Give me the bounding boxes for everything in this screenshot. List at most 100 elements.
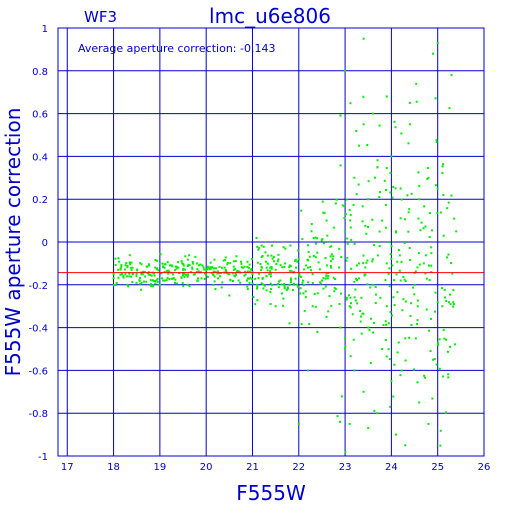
data-point xyxy=(355,129,358,132)
data-point xyxy=(141,273,144,276)
data-point xyxy=(304,264,307,267)
data-point xyxy=(121,273,124,276)
data-point xyxy=(153,274,156,277)
data-point xyxy=(390,155,393,158)
data-point xyxy=(409,315,412,318)
data-point xyxy=(442,163,445,166)
data-point xyxy=(451,272,454,275)
data-point xyxy=(399,217,402,220)
data-point xyxy=(402,298,405,301)
data-point xyxy=(378,196,381,199)
data-point xyxy=(265,266,268,269)
data-point xyxy=(339,326,342,329)
data-point xyxy=(130,266,133,269)
data-point xyxy=(277,286,280,289)
data-point xyxy=(417,217,420,220)
x-tick-labels: 17 18 19 20 21 22 23 24 25 26 xyxy=(61,462,490,473)
data-point xyxy=(418,401,421,404)
data-point xyxy=(212,283,215,286)
data-point xyxy=(349,296,352,299)
data-point xyxy=(442,328,445,331)
data-point xyxy=(425,308,428,311)
data-point xyxy=(349,219,352,222)
data-point xyxy=(373,244,376,247)
data-point xyxy=(410,302,413,305)
data-point xyxy=(216,272,219,275)
data-point xyxy=(426,167,429,170)
data-point xyxy=(210,267,213,270)
data-point xyxy=(344,69,347,72)
data-point xyxy=(403,242,406,245)
data-point xyxy=(174,281,177,284)
data-point xyxy=(353,242,356,245)
data-point xyxy=(276,260,279,263)
data-point xyxy=(126,275,129,278)
data-point xyxy=(266,254,269,257)
data-point xyxy=(211,272,214,275)
data-point xyxy=(161,277,164,280)
data-point xyxy=(400,369,403,372)
data-point xyxy=(400,198,403,201)
data-point xyxy=(261,283,264,286)
data-point xyxy=(361,312,364,315)
data-point xyxy=(289,281,292,284)
data-point xyxy=(407,211,410,214)
data-point xyxy=(334,288,337,291)
data-point xyxy=(260,265,263,268)
data-point xyxy=(395,273,398,276)
data-point xyxy=(213,280,216,283)
data-point xyxy=(301,281,304,284)
data-point xyxy=(269,275,272,278)
data-point xyxy=(367,180,370,183)
x-tick-label: 21 xyxy=(246,462,259,473)
data-point xyxy=(396,291,399,294)
data-point xyxy=(350,267,353,270)
data-point xyxy=(190,270,193,273)
data-point xyxy=(152,280,155,283)
y-tick-label: -1 xyxy=(38,452,48,463)
data-point xyxy=(161,262,164,265)
data-point xyxy=(184,255,187,258)
data-point xyxy=(439,444,442,447)
data-point xyxy=(450,194,453,197)
data-point xyxy=(221,281,224,284)
data-point xyxy=(288,322,291,325)
data-point xyxy=(326,234,329,237)
data-point xyxy=(232,268,235,271)
data-point xyxy=(425,277,428,280)
data-point xyxy=(396,351,399,354)
x-tick-label: 25 xyxy=(431,462,444,473)
data-point xyxy=(251,282,254,285)
data-point xyxy=(196,268,199,271)
data-point xyxy=(119,273,122,276)
data-point xyxy=(314,305,317,308)
data-point xyxy=(392,296,395,299)
y-tick-label: -0.6 xyxy=(28,366,48,377)
data-point xyxy=(408,101,411,104)
data-point xyxy=(322,287,325,290)
data-point xyxy=(280,283,283,286)
data-point xyxy=(163,263,166,266)
data-point xyxy=(427,176,430,179)
data-point xyxy=(327,272,330,275)
data-point xyxy=(414,337,417,340)
data-point xyxy=(163,271,166,274)
data-point xyxy=(348,208,351,211)
data-point xyxy=(329,255,332,258)
data-point xyxy=(398,269,401,272)
data-point xyxy=(192,273,195,276)
data-point xyxy=(449,293,452,296)
data-point xyxy=(359,310,362,313)
data-point xyxy=(270,288,272,291)
data-point xyxy=(381,348,384,350)
data-point xyxy=(367,225,370,228)
data-point xyxy=(194,255,197,258)
data-point xyxy=(112,273,115,276)
data-point xyxy=(378,191,381,194)
data-point xyxy=(367,427,370,430)
data-point xyxy=(172,277,175,280)
data-point xyxy=(357,262,360,265)
data-point xyxy=(132,272,135,275)
data-point xyxy=(430,271,433,274)
data-point xyxy=(394,187,397,190)
